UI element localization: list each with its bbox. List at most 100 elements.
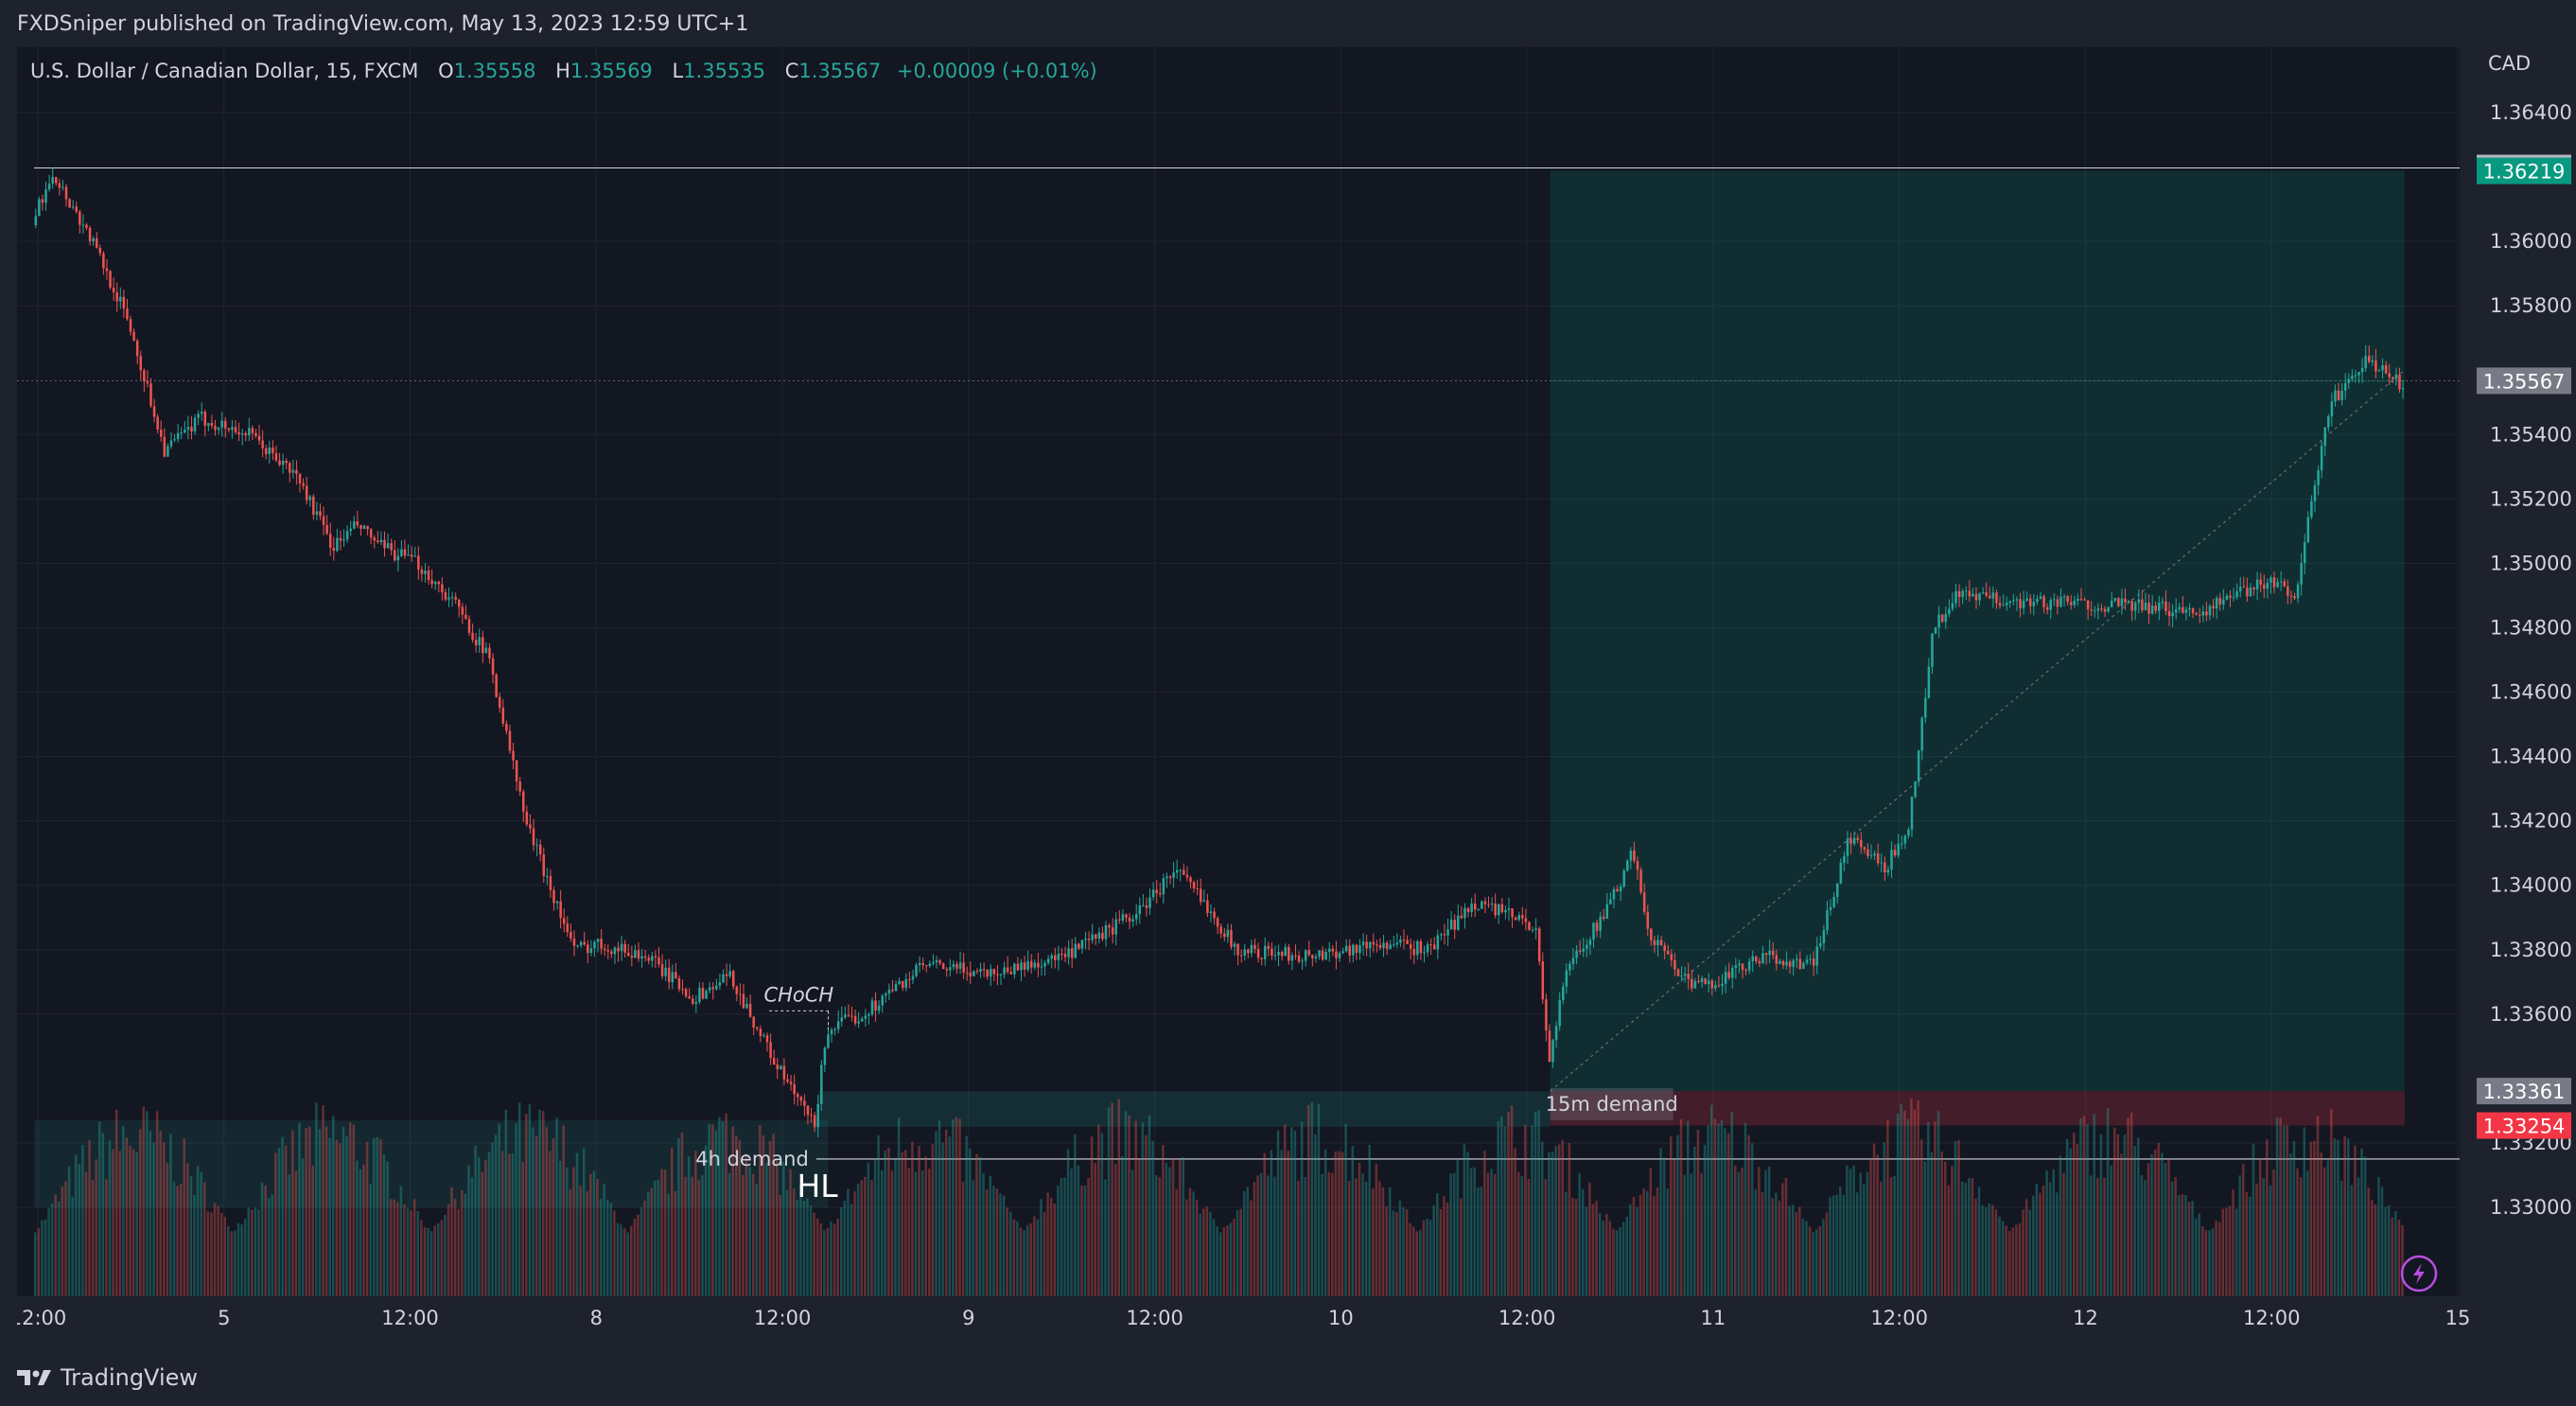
volume-bar [2045,1169,2048,1296]
volume-bar [2322,1167,2326,1296]
volume-bar [2221,1208,2225,1296]
volume-bar [362,1165,365,1296]
volume-bar [1293,1130,1297,1296]
candle [400,549,403,556]
volume-bar [775,1158,779,1296]
volume-bar [887,1148,890,1296]
candle [2367,356,2371,362]
volume-bar [399,1186,403,1296]
volume-bar [1533,1112,1537,1296]
candle [325,524,328,535]
candle [2036,599,2039,603]
volume-bar [955,1116,958,1296]
price-axis-tick: 1.36400 [2490,101,2572,124]
candle [887,989,891,994]
candle [2005,603,2008,606]
volume-bar [166,1162,169,1296]
volume-bar [2262,1178,2265,1296]
volume-bar [423,1226,427,1296]
volume-bar [1531,1125,1533,1296]
volume-bar [1490,1169,1493,1296]
candle [79,211,81,225]
volume-bar [1747,1134,1750,1296]
candle [1131,919,1134,922]
candle [1704,977,1707,985]
candle [2371,360,2374,362]
lightning-icon[interactable] [2400,1255,2438,1292]
candle [1605,904,1609,919]
volume-bar [281,1136,284,1296]
candle [1802,962,1805,969]
volume-bar [457,1208,460,1296]
volume-bar [1548,1151,1551,1296]
volume-bar [914,1171,918,1296]
volume-bar [230,1231,234,1296]
candle [2357,372,2360,376]
time-axis-panel[interactable] [17,1296,2576,1349]
candle [2022,600,2025,608]
price-axis-tick: 1.33600 [2490,1003,2572,1026]
candle [623,943,626,953]
chart-area[interactable]: CHoCH 4h demand HL 15m demand CAD 1.36400 1.36… [17,47,2576,1349]
volume-bar [1726,1133,1730,1296]
volume-bar [562,1125,565,1296]
volume-bar [1632,1197,1636,1296]
demand-zone-15m[interactable] [818,1091,1551,1127]
long-position-stop-zone[interactable] [1550,1091,2405,1126]
candle [715,985,718,990]
volume-bar [251,1209,254,1296]
volume-bar [2346,1138,2350,1296]
volume-bar [2112,1127,2116,1296]
volume-bar [365,1141,369,1296]
candle [2252,588,2255,589]
volume-bar [1476,1187,1480,1296]
candle [146,380,149,384]
candle [2263,584,2266,589]
volume-bar [294,1170,298,1296]
volume-bar [847,1188,850,1296]
volume-bar [264,1185,267,1296]
candle [891,989,894,992]
candle [166,446,169,457]
volume-bar [897,1117,901,1296]
candle [1571,958,1575,964]
candle [173,439,176,441]
candle [1301,960,1304,962]
candle [474,640,478,646]
volume-bar [566,1167,569,1296]
volume-bar [1917,1099,1919,1296]
candle [1070,948,1074,958]
candle [925,965,928,967]
candle [1545,999,1548,1031]
candle [867,1013,870,1016]
volume-bar [277,1148,281,1296]
candle [1884,862,1886,873]
candle [1951,603,1954,609]
volume-bar [2215,1220,2217,1296]
demand-zone-4h[interactable] [34,1120,829,1207]
candle [1423,952,1426,954]
volume-bar [328,1138,331,1296]
volume-bar [291,1130,294,1296]
volume-bar [1693,1146,1696,1296]
tradingview-brand[interactable]: TradingView [61,1364,199,1391]
candle [1443,934,1446,936]
volume-bar [1151,1140,1154,1296]
volume-bar [98,1121,101,1296]
volume-bar [219,1212,223,1296]
volume-bar [481,1171,484,1296]
price-axis-tick: 1.35400 [2490,423,2572,446]
volume-bar [1588,1182,1591,1296]
volume-bar [1839,1186,1842,1296]
candle [2343,382,2347,391]
candle [1338,953,1341,958]
volume-bar [487,1151,491,1296]
tradingview-logo-icon[interactable] [17,1368,53,1387]
candle [1863,847,1866,850]
volume-bar [657,1179,660,1296]
long-position-profit-zone[interactable] [1550,170,2405,1092]
candle [538,844,542,855]
candle [1318,950,1321,957]
candle [1541,961,1545,1000]
